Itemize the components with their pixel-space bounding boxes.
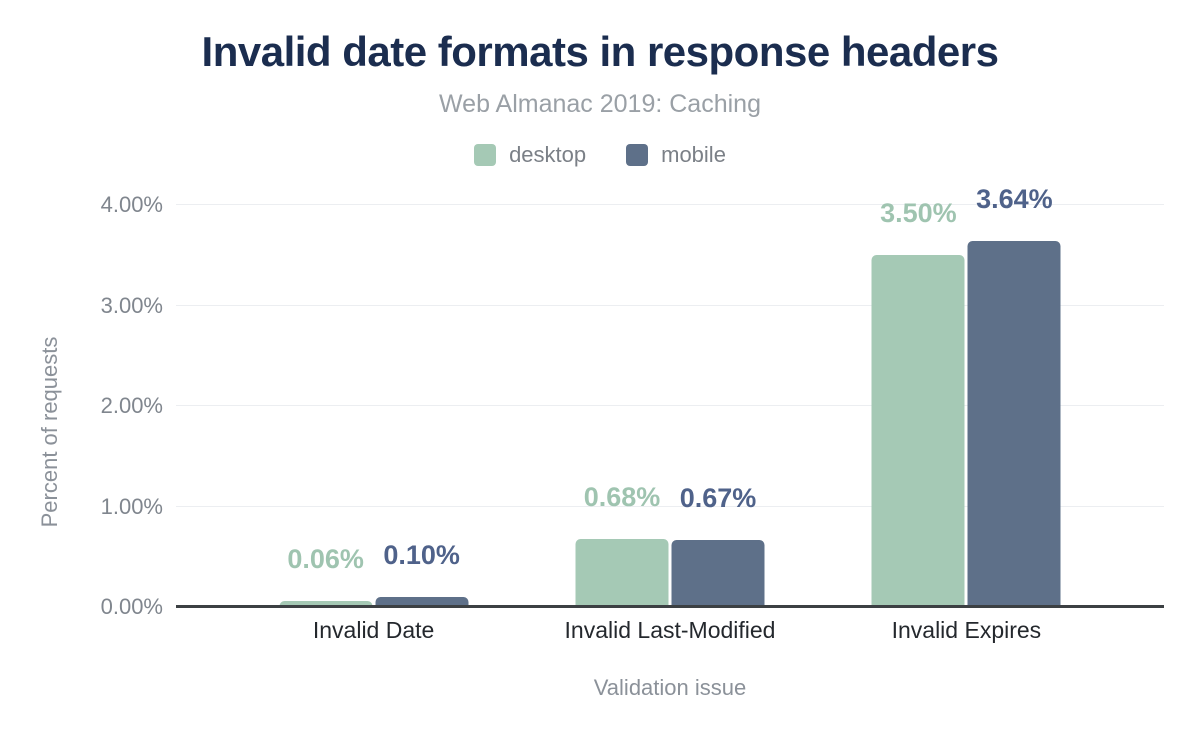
x-axis-line [176, 605, 1164, 608]
y-tick-label: 4.00% [100, 192, 163, 217]
chart-subtitle: Web Almanac 2019: Caching [439, 90, 761, 118]
y-tick-label: 0.00% [100, 594, 163, 619]
gridline [176, 405, 1164, 406]
mobile-bar: 3.64% [967, 184, 1061, 607]
legend-label: desktop [509, 142, 587, 167]
mobile-value-label: 0.67% [679, 482, 757, 513]
gridline [176, 505, 1164, 507]
x-axis-title: Validation issue [593, 675, 747, 700]
bar-group: 0.68% 0.67% [575, 205, 765, 607]
x-category-label: Invalid Date [312, 617, 435, 643]
legend: desktop mobile [0, 142, 1200, 168]
chart-title: Invalid date formats in response headers [201, 28, 999, 75]
x-category-label: Invalid Last-Modified [564, 617, 776, 643]
desktop-bar: 0.68% [575, 482, 669, 607]
legend-item-mobile: mobile [626, 142, 726, 168]
x-category-label: Invalid Expires [891, 617, 1042, 643]
mobile-swatch-icon [626, 144, 649, 166]
desktop-bar: 0.06% [279, 544, 373, 607]
desktop-value-label: 0.68% [583, 481, 661, 512]
gridline [176, 304, 1164, 306]
desktop-value-label: 0.06% [287, 543, 364, 574]
mobile-value-label: 3.64% [976, 184, 1053, 215]
y-tick-label: 3.00% [100, 292, 163, 318]
desktop-swatch-icon [474, 144, 497, 166]
bar-group: 3.50% 3.64% [871, 184, 1061, 607]
mobile-bar: 0.10% [375, 540, 469, 607]
legend-label: mobile [661, 142, 726, 167]
desktop-bar: 3.50% [871, 198, 965, 607]
y-tick-label: 1.00% [100, 493, 163, 519]
bar-group: 0.06% 0.10% [279, 205, 469, 607]
plot-area: 0.06% 0.10% 0.68% 0.67% 3.50% 3.64% [176, 184, 1164, 608]
gridline [176, 204, 1164, 205]
legend-item-desktop: desktop [474, 142, 586, 168]
y-tick-label: 2.00% [100, 393, 163, 418]
mobile-bar: 0.67% [671, 483, 765, 607]
mobile-value-label: 0.10% [383, 539, 460, 570]
desktop-value-label: 3.50% [880, 198, 957, 229]
